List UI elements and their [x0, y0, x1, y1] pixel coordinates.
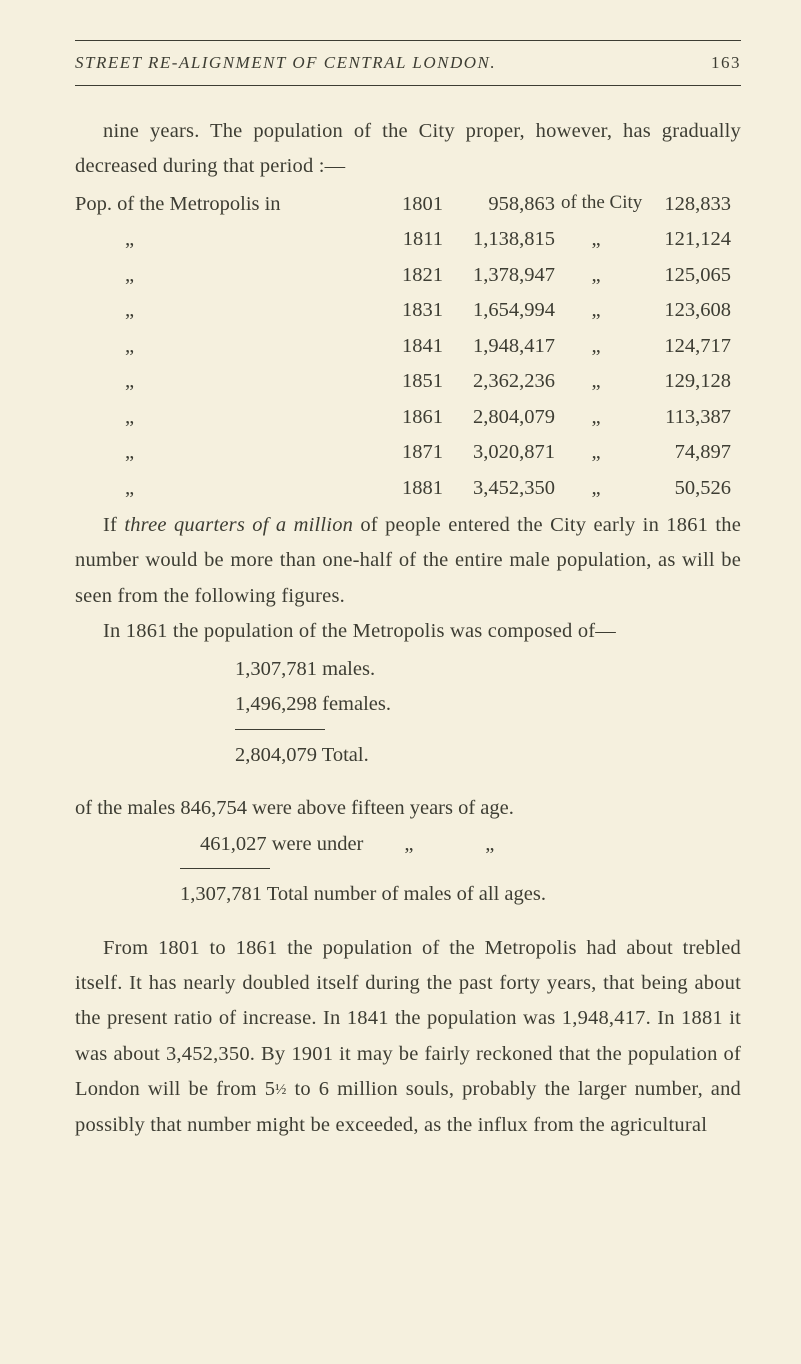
- ditto-mark: „: [75, 222, 385, 257]
- col-city: 125,065: [631, 258, 731, 293]
- text: If: [103, 514, 124, 536]
- value: 846,754: [180, 791, 247, 826]
- table-row: Pop. of the Metropolis in 1801 958,863 o…: [75, 187, 741, 222]
- fraction: ½: [275, 1082, 286, 1098]
- ditto-mark: „: [75, 258, 385, 293]
- ditto-mark: „: [75, 435, 385, 470]
- ditto-mark: „: [75, 329, 385, 364]
- col-city: 128,833: [631, 187, 731, 222]
- gender-breakdown: 1,307,781 males. 1,496,298 females.: [235, 652, 741, 723]
- col-city: 74,897: [631, 435, 731, 470]
- col-year: 1881: [385, 471, 453, 506]
- col-year: 1831: [385, 293, 453, 328]
- italic-phrase: three quarters of a million: [124, 514, 353, 536]
- col-metro: 958,863: [453, 187, 561, 222]
- males-row: 461,027 were under „ „: [75, 827, 741, 862]
- col-metro: 1,378,947: [453, 258, 561, 293]
- text: were under „ „: [267, 827, 495, 862]
- table-row: „ 1861 2,804,079 „ 113,387: [75, 400, 741, 435]
- ditto-mark: „: [75, 364, 385, 399]
- col-metro: 1,138,815: [453, 222, 561, 257]
- ditto-mark: „: [561, 222, 631, 257]
- col-year: 1821: [385, 258, 453, 293]
- table-row: „ 1871 3,020,871 „ 74,897: [75, 435, 741, 470]
- table-row: „ 1821 1,378,947 „ 125,065: [75, 258, 741, 293]
- col-metro: 3,452,350: [453, 471, 561, 506]
- ditto-mark: „: [561, 329, 631, 364]
- running-title: STREET RE-ALIGNMENT OF CENTRAL LONDON.: [75, 53, 496, 73]
- col-metro: 1,654,994: [453, 293, 561, 328]
- col-year: 1861: [385, 400, 453, 435]
- col-mid: of the City: [561, 187, 631, 222]
- col-year: 1871: [385, 435, 453, 470]
- col-city: 50,526: [631, 471, 731, 506]
- table-row: „ 1831 1,654,994 „ 123,608: [75, 293, 741, 328]
- col-year: 1841: [385, 329, 453, 364]
- value: 461,027: [200, 827, 267, 862]
- ditto-mark: „: [75, 400, 385, 435]
- males-line: 1,307,781 males.: [235, 652, 741, 687]
- in-1861-paragraph: In 1861 the population of the Metropolis…: [75, 614, 741, 649]
- ditto-mark: „: [561, 471, 631, 506]
- females-line: 1,496,298 females.: [235, 687, 741, 722]
- ditto-mark: „: [561, 258, 631, 293]
- males-age-block: of the males 846,754 were above fifteen …: [75, 791, 741, 912]
- ditto-mark: „: [561, 435, 631, 470]
- if-paragraph: If three quarters of a million of people…: [75, 508, 741, 614]
- col-metro: 1,948,417: [453, 329, 561, 364]
- col-metro: 3,020,871: [453, 435, 561, 470]
- running-head: STREET RE-ALIGNMENT OF CENTRAL LONDON. 1…: [75, 53, 741, 86]
- text: of the males: [75, 791, 180, 826]
- text: From 1801 to 1861 the population of the …: [75, 937, 741, 1101]
- population-table: Pop. of the Metropolis in 1801 958,863 o…: [75, 187, 741, 506]
- text: were above fifteen years of age.: [247, 791, 514, 826]
- col-city: 121,124: [631, 222, 731, 257]
- col-city: 113,387: [631, 400, 731, 435]
- col-year: 1811: [385, 222, 453, 257]
- ditto-mark: „: [75, 471, 385, 506]
- intro-paragraph: nine years. The population of the City p…: [75, 114, 741, 185]
- col-metro: 2,804,079: [453, 400, 561, 435]
- subtotal-rule: [235, 729, 325, 730]
- table-row: „ 1841 1,948,417 „ 124,717: [75, 329, 741, 364]
- ditto-mark: „: [561, 293, 631, 328]
- col-year: 1851: [385, 364, 453, 399]
- col-city: 124,717: [631, 329, 731, 364]
- table-row: „ 1811 1,138,815 „ 121,124: [75, 222, 741, 257]
- top-rule: [75, 40, 741, 41]
- col-city: 129,128: [631, 364, 731, 399]
- total-line: 2,804,079 Total.: [235, 738, 741, 773]
- ditto-mark: „: [75, 293, 385, 328]
- ditto-mark: „: [561, 400, 631, 435]
- ditto-mark: „: [561, 364, 631, 399]
- table-row: „ 1851 2,362,236 „ 129,128: [75, 364, 741, 399]
- col-year: 1801: [385, 187, 453, 222]
- table-row: „ 1881 3,452,350 „ 50,526: [75, 471, 741, 506]
- subtotal-rule: [180, 868, 270, 869]
- col-city: 123,608: [631, 293, 731, 328]
- males-total: 1,307,781 Total number of males of all a…: [75, 877, 741, 912]
- col-prefix: Pop. of the Metropolis in: [75, 187, 385, 222]
- col-metro: 2,362,236: [453, 364, 561, 399]
- page-number: 163: [711, 53, 741, 73]
- final-paragraph: From 1801 to 1861 the population of the …: [75, 931, 741, 1144]
- males-row: of the males 846,754 were above fifteen …: [75, 791, 741, 826]
